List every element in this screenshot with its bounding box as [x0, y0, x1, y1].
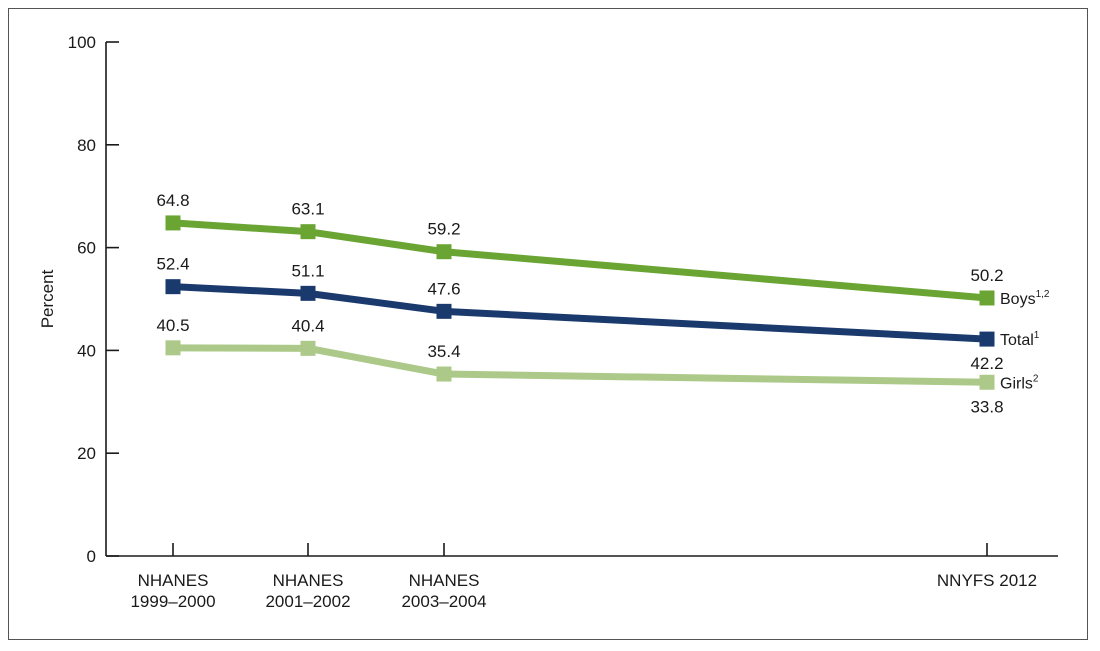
y-tick-label: 100 — [68, 33, 96, 52]
x-category-label: NHANES 2001–2002 — [265, 571, 350, 611]
girls-data-label: 40.4 — [291, 316, 324, 335]
x-category-label-line: 2001–2002 — [265, 592, 350, 611]
total-series-name-text: Total — [1000, 332, 1034, 349]
x-category-label-line: 1999–2000 — [130, 592, 215, 611]
girls-point — [979, 374, 995, 390]
boys-data-label: 64.8 — [156, 191, 189, 210]
girls-data-label: 33.8 — [970, 397, 1003, 416]
boys-series-footnote-marker: 1,2 — [1036, 289, 1050, 300]
girls-series-name-text: Girls — [1000, 375, 1033, 392]
boys-data-label: 50.2 — [970, 266, 1003, 285]
girls-series-footnote-marker: 2 — [1033, 373, 1039, 384]
x-category-label: NHANES 2003–2004 — [401, 571, 486, 611]
total-series-name: Total1 — [1000, 330, 1040, 349]
girls-point — [165, 340, 181, 356]
boys-point — [300, 224, 316, 240]
y-tick-label: 60 — [77, 239, 96, 258]
total-data-label: 42.2 — [970, 354, 1003, 373]
x-category-label-line: NHANES — [138, 571, 209, 590]
total-series-footnote-marker: 1 — [1034, 330, 1040, 341]
y-tick-label: 20 — [77, 444, 96, 463]
girls-series-line — [172, 344, 988, 386]
y-axis-title: Percent — [38, 269, 57, 328]
total-point — [979, 331, 995, 347]
total-series-line — [172, 283, 988, 343]
girls-point — [436, 366, 452, 382]
boys-point — [979, 290, 995, 306]
boys-data-label: 63.1 — [291, 200, 324, 219]
girls-series-name: Girls2 — [1000, 373, 1039, 392]
chart-frame — [8, 8, 1088, 640]
boys-data-label: 59.2 — [427, 220, 460, 239]
boys-series-name: Boys1,2 — [1000, 289, 1050, 308]
girls-data-label: 35.4 — [427, 342, 460, 361]
total-data-label: 52.4 — [156, 255, 189, 274]
boys-point — [165, 215, 181, 231]
data-labels: 64.8 63.1 59.2 50.2 52.4 51.1 47.6 42.2 40.5 40.4… — [156, 191, 1003, 416]
total-data-label: 51.1 — [291, 261, 324, 280]
girls-data-label: 40.5 — [156, 316, 189, 335]
x-category-label: NHANES 1999–2000 — [130, 571, 215, 611]
x-category-label: NNYFS 2012 — [937, 571, 1037, 590]
series-lines — [172, 219, 988, 386]
y-tick-label: 0 — [87, 547, 96, 566]
boys-series-name-text: Boys — [1000, 291, 1036, 308]
total-point — [300, 285, 316, 301]
x-category-label-line: NHANES — [409, 571, 480, 590]
x-category-label-line: NHANES — [273, 571, 344, 590]
x-category-label-line: NNYFS 2012 — [937, 571, 1037, 590]
boys-point — [436, 244, 452, 260]
y-tick-label: 40 — [77, 341, 96, 360]
series-markers — [165, 215, 995, 390]
series-names: Boys1,2 Total1 Girls2 — [1000, 289, 1050, 392]
total-point — [165, 279, 181, 295]
total-point — [436, 303, 452, 319]
total-data-label: 47.6 — [427, 279, 460, 298]
x-category-label-line: 2003–2004 — [401, 592, 486, 611]
girls-point — [300, 340, 316, 356]
y-tick-label: 80 — [77, 136, 96, 155]
boys-series-line — [172, 219, 988, 302]
